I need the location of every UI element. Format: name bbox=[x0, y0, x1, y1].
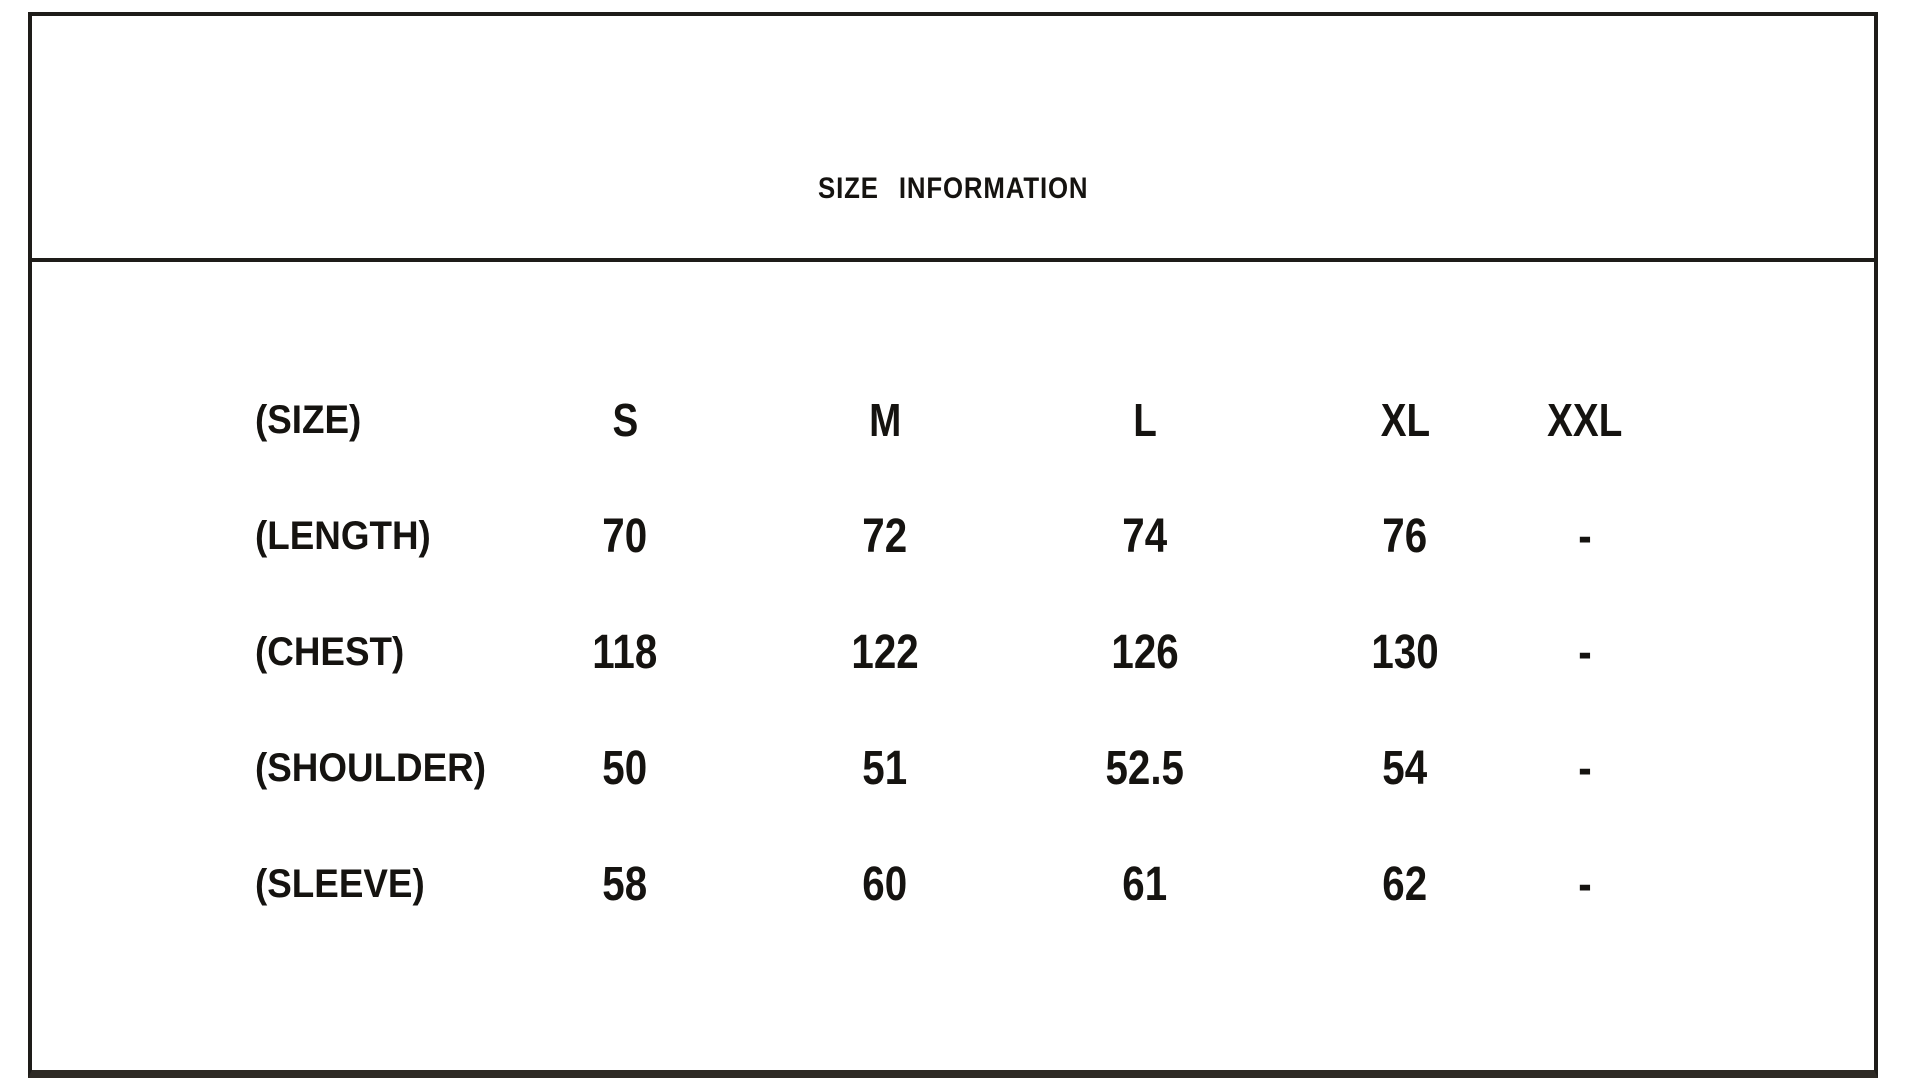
cell-sleeve-s: 58 bbox=[495, 857, 755, 912]
column-header-xl: XL bbox=[1275, 393, 1535, 447]
row-label-sleeve: (SLEEVE) bbox=[32, 862, 495, 907]
cell-value: 122 bbox=[851, 625, 919, 679]
cell-value: 130 bbox=[1371, 625, 1439, 679]
cell-value: 70 bbox=[602, 509, 648, 563]
cell-value: - bbox=[1577, 625, 1592, 679]
cell-chest-xl: 130 bbox=[1275, 625, 1535, 680]
cell-value: - bbox=[1577, 741, 1592, 795]
column-header-xxl: XXL bbox=[1535, 393, 1634, 447]
size-chart-header-band: SIZE INFORMATION bbox=[32, 16, 1874, 262]
cell-sleeve-xl: 62 bbox=[1275, 857, 1535, 912]
cell-shoulder-xxl: - bbox=[1535, 741, 1634, 796]
column-header-l-text: L bbox=[1133, 394, 1157, 446]
cell-chest-m: 122 bbox=[755, 625, 1015, 680]
table-row-shoulder: (SHOULDER) 50 51 52.5 54 - bbox=[32, 710, 1874, 826]
cell-shoulder-s: 50 bbox=[495, 741, 755, 796]
cell-value: 51 bbox=[862, 741, 908, 795]
cell-length-xl: 76 bbox=[1275, 509, 1535, 564]
table-row-length: (LENGTH) 70 72 74 76 - bbox=[32, 478, 1874, 594]
cell-chest-xxl: - bbox=[1535, 625, 1634, 680]
size-table-header-row: (SIZE) S M L XL XXL bbox=[32, 362, 1874, 478]
cell-value: 72 bbox=[862, 509, 908, 563]
cell-value: 52.5 bbox=[1105, 741, 1185, 795]
row-label-shoulder: (SHOULDER) bbox=[32, 746, 495, 791]
cell-value: 76 bbox=[1382, 509, 1428, 563]
cell-length-l: 74 bbox=[1015, 509, 1275, 564]
cell-sleeve-l: 61 bbox=[1015, 857, 1275, 912]
page-title: SIZE INFORMATION bbox=[817, 172, 1089, 205]
cell-sleeve-xxl: - bbox=[1535, 857, 1634, 912]
cell-value: 126 bbox=[1111, 625, 1179, 679]
table-row-chest: (CHEST) 118 122 126 130 - bbox=[32, 594, 1874, 710]
size-chart-frame: SIZE INFORMATION (SIZE) S M L XL XXL (LE… bbox=[28, 12, 1878, 1078]
header-label-size: (SIZE) bbox=[32, 398, 495, 443]
cell-value: 118 bbox=[592, 625, 658, 679]
cell-length-m: 72 bbox=[755, 509, 1015, 564]
cell-value: 61 bbox=[1122, 857, 1168, 911]
cell-value: - bbox=[1577, 857, 1592, 911]
cell-chest-l: 126 bbox=[1015, 625, 1275, 680]
cell-value: 62 bbox=[1382, 857, 1428, 911]
cell-length-s: 70 bbox=[495, 509, 755, 564]
cell-sleeve-m: 60 bbox=[755, 857, 1015, 912]
row-label-length: (LENGTH) bbox=[32, 514, 495, 559]
column-header-s: S bbox=[495, 393, 755, 447]
column-header-xl-text: XL bbox=[1380, 394, 1430, 446]
cell-value: 54 bbox=[1382, 741, 1428, 795]
size-table: (SIZE) S M L XL XXL (LENGTH) 70 72 74 76… bbox=[32, 362, 1874, 942]
cell-shoulder-l: 52.5 bbox=[1015, 741, 1275, 796]
table-row-sleeve: (SLEEVE) 58 60 61 62 - bbox=[32, 826, 1874, 942]
column-header-l: L bbox=[1015, 393, 1275, 447]
cell-chest-s: 118 bbox=[495, 625, 755, 680]
cell-value: 74 bbox=[1122, 509, 1168, 563]
cell-shoulder-m: 51 bbox=[755, 741, 1015, 796]
column-header-m-text: M bbox=[868, 394, 902, 446]
row-label-chest-text: (CHEST) bbox=[255, 629, 405, 674]
cell-value: - bbox=[1577, 509, 1592, 563]
cell-value: 58 bbox=[602, 857, 648, 911]
row-label-shoulder-text: (SHOULDER) bbox=[255, 745, 487, 790]
row-label-length-text: (LENGTH) bbox=[255, 513, 431, 558]
cell-length-xxl: - bbox=[1535, 509, 1634, 564]
column-header-s-text: S bbox=[612, 394, 638, 446]
header-label-size-text: (SIZE) bbox=[255, 397, 362, 442]
row-label-sleeve-text: (SLEEVE) bbox=[255, 861, 425, 906]
cell-value: 50 bbox=[602, 741, 648, 795]
column-header-xxl-text: XXL bbox=[1546, 394, 1623, 446]
cell-shoulder-xl: 54 bbox=[1275, 741, 1535, 796]
column-header-m: M bbox=[755, 393, 1015, 447]
cell-value: 60 bbox=[862, 857, 908, 911]
row-label-chest: (CHEST) bbox=[32, 630, 495, 675]
